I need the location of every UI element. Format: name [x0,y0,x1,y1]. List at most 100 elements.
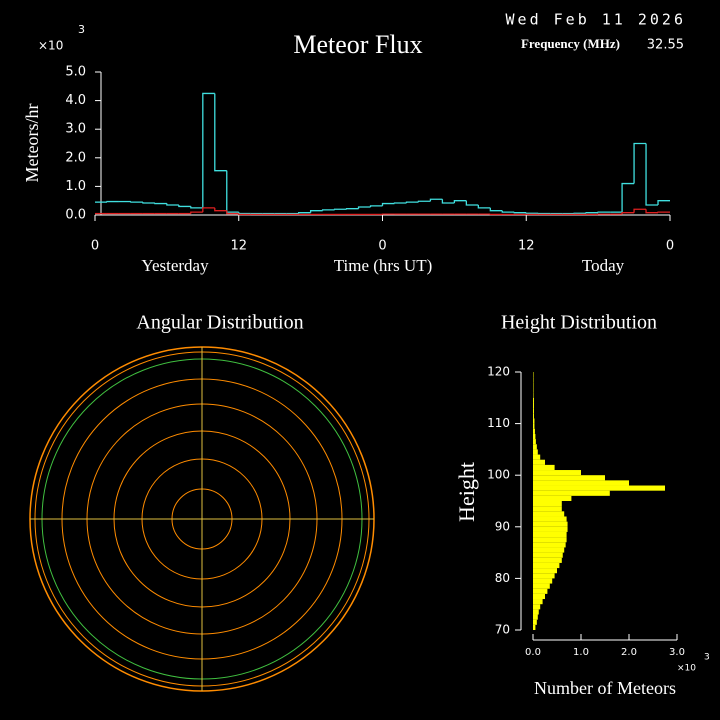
histogram-bar [533,542,566,548]
histogram-bar [533,516,567,522]
polar-grid [29,346,375,692]
flux-step [130,201,143,203]
histogram-bar [533,501,562,507]
chart-title: Meteor Flux [293,30,422,59]
date: Wed Feb 11 2026 [506,11,686,29]
x-tick-label: 0 [378,239,386,254]
flux-step [477,204,491,209]
flux-step [381,202,395,206]
flux-step [405,201,419,203]
frequency: 32.55 [647,38,684,53]
flux-step [645,143,659,206]
histogram-bar [533,459,545,465]
flux-step [441,199,455,204]
y-axis-label: Meteors/hr [22,104,42,183]
histogram-bar [533,511,565,517]
histogram-bar [533,609,539,615]
histogram-bar [533,495,572,501]
histogram-bar [533,573,555,579]
histogram-bar [533,583,550,589]
histogram-bar [533,506,562,512]
x-tick-label: 1.0 [573,647,589,658]
flux-step [309,210,323,213]
histogram-bar [533,423,535,429]
histogram-bar [533,568,557,574]
histogram-bar [533,619,537,625]
flux-step [597,211,611,213]
histogram-bar [533,428,535,434]
y-tick-label: 90 [495,519,510,533]
flux-step [633,142,647,184]
x-tick-label: 0 [91,239,99,254]
scale-base: ×10 [677,664,696,674]
flux-step [226,210,239,215]
histogram-bar [533,604,541,610]
x-axis-label: Time (hrs UT) [334,256,433,275]
y-tick-label: 0.0 [65,208,86,223]
flux-step [633,208,647,213]
histogram-bar [533,521,568,527]
y-tick-label: 5.0 [65,65,86,80]
flux-step [190,211,203,214]
flux-step [393,202,407,204]
y-tick-label: 70 [495,623,510,637]
histogram-bar [533,480,629,486]
flux-step [585,212,599,214]
frequency-label: Frequency (MHz) [521,36,620,51]
histogram-bar [533,418,535,424]
histogram-bar [533,490,610,496]
histogram-bar [533,475,605,481]
y-tick-label: 100 [487,468,510,482]
x-tick-label: 0 [666,239,674,254]
y-tick-label: 110 [487,416,510,430]
histogram-bar [533,614,538,620]
y-tick-label: 120 [487,365,510,379]
histogram-bar [533,599,543,605]
histogram-y-label: Height [454,462,479,522]
x-tick-label: 3.0 [669,647,685,658]
flux-step [489,207,503,212]
histogram-bar [533,485,665,491]
flux-step [645,209,659,214]
histogram-bar [533,526,568,532]
flux-step [142,202,155,204]
day-label: Today [582,256,625,275]
histogram-bar [533,593,545,600]
flux-step [357,206,371,209]
flux-step [321,209,335,211]
flux-step [525,212,539,214]
flux-step [202,207,215,213]
flux-step [417,200,431,203]
histogram-bar [533,402,534,409]
flux-step [369,205,383,207]
histogram-bar [533,449,538,455]
histogram-bar [533,397,534,403]
flux-step [190,206,203,209]
histogram-bar [533,531,567,538]
histogram-bar [533,444,537,450]
y-tick-label: 1.0 [65,179,86,194]
flux-step [202,92,215,208]
histogram-bar [533,562,560,569]
x-tick-label: 2.0 [621,647,637,658]
x-tick-label: 0.0 [525,647,541,658]
flux-step [154,202,167,205]
flux-step [453,200,467,203]
histogram-bar [533,408,534,414]
y-tick-label: 4.0 [65,93,86,108]
x-tick-label: 12 [518,239,535,254]
y-tick-label: 80 [495,571,510,585]
histogram-bar [533,537,567,543]
histogram-title: Height Distribution [501,312,657,334]
histogram-bar [533,464,555,471]
flux-step [333,208,347,210]
scale-exponent: 3 [78,23,85,36]
histogram-bar [533,557,562,563]
flux-step [465,200,479,206]
flux-step [429,198,443,202]
flux-step [345,208,359,210]
flux-step [657,211,670,213]
polar-title: Angular Distribution [136,312,303,334]
